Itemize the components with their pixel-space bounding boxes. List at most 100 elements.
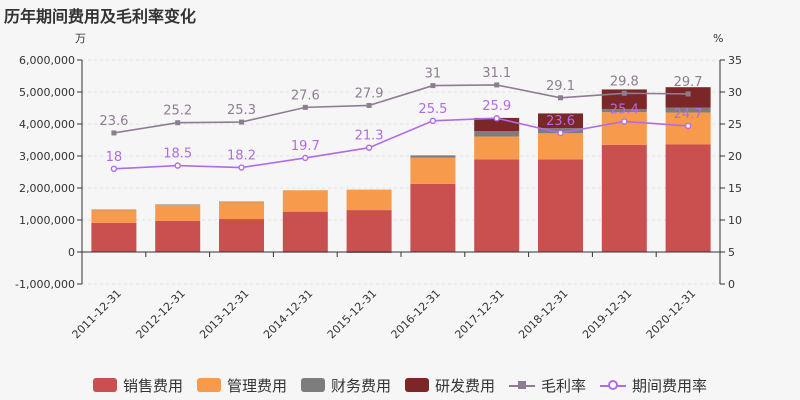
data-label-0: 31 [425,67,442,82]
data-label-0: 27.6 [291,88,320,103]
left-tick-label: 6,000,000 [19,54,75,67]
data-label-0: 27.9 [355,86,384,101]
data-label-0: 25.3 [227,103,256,118]
data-label-0: 29.7 [674,75,703,90]
legend-item-admin[interactable]: 管理费用 [196,375,287,396]
data-label-0: 31.1 [482,66,511,81]
data-label-1: 18.2 [227,149,256,164]
bar-2 [219,201,264,203]
point-1 [557,129,564,137]
x-tick-label: 2020-12-31 [644,287,698,341]
point-0 [366,102,372,108]
bar-0 [665,144,711,252]
bar-2 [91,209,137,211]
legend-swatch-finance [300,378,325,392]
point-0 [302,104,308,110]
data-label-1: 21.3 [355,129,384,144]
legend-label-finance: 财务费用 [330,376,391,395]
x-tick-label: 2018-12-31 [516,287,570,341]
left-axis-unit: 万 [75,32,86,45]
left-tick-label: 0 [68,246,75,259]
bar-0 [474,159,520,252]
bar-0 [538,159,583,252]
x-tick-label: 2017-12-31 [452,287,506,341]
legend-label-sales: 销售费用 [122,376,183,395]
right-tick-label: 30 [728,86,742,99]
bar-1 [601,112,647,145]
bar-2 [665,107,711,113]
bar-0 [601,144,647,252]
bar-0 [282,211,328,252]
left-tick-label: 3,000,000 [19,150,75,163]
bar-2 [601,108,647,113]
point-1 [110,165,118,173]
legend-item-sales[interactable]: 销售费用 [92,375,183,396]
bar-2 [410,155,456,158]
point-0 [558,95,563,101]
data-label-1: 18.5 [163,147,192,162]
point-0 [685,91,691,97]
legend-label-expense-ratio: 期间费用率 [632,376,708,395]
chart-title: 历年期间费用及毛利率变化 [4,7,197,26]
x-tick-label: 2014-12-31 [261,287,315,341]
bar-1 [219,201,264,220]
x-tick-label: 2012-12-31 [133,287,187,341]
right-tick-label: 25 [728,118,742,131]
x-tick-label: 2011-12-31 [70,287,124,341]
bar-0 [346,210,392,252]
legend-label-rd: 研发费用 [435,376,496,395]
legend-item-expense-ratio[interactable]: 期间费用率 [600,375,707,396]
legend-item-rd[interactable]: 研发费用 [405,375,495,396]
bar-3 [538,113,583,129]
bar-1 [282,190,328,212]
bar-1 [410,157,456,184]
data-label-0: 23.6 [99,114,128,129]
bar-1 [346,189,392,211]
right-axis-unit: % [713,32,723,45]
bar-1 [155,204,201,221]
left-tick-label: 2,000,000 [19,182,75,195]
legend-label-admin: 管理费用 [226,376,287,395]
left-tick-label: 1,000,000 [19,214,75,227]
data-label-0: 25.2 [163,104,192,119]
data-label-1: 18 [106,150,123,165]
bar-1 [91,209,137,223]
legend: 销售费用 管理费用 财务费用 研发费用 毛利率 期间费用率 [0,372,800,398]
point-1 [684,122,692,130]
data-label-0: 29.8 [610,74,639,89]
line-0 [113,84,689,134]
right-tick-label: 5 [728,246,735,259]
bar-0 [91,222,137,252]
right-tick-label: 10 [728,214,742,227]
bar-1 [538,133,583,160]
data-label-1: 25.4 [610,102,639,117]
legend-item-gross-margin[interactable]: 毛利率 [509,375,586,396]
data-label-1: 19.7 [291,139,320,154]
legend-swatch-rd [405,378,429,392]
legend-swatch-sales [92,378,117,392]
legend-marker-gross-margin [509,378,536,392]
right-tick-label: 15 [728,182,742,195]
line-1 [113,117,689,170]
left-tick-label: 4,000,000 [19,118,75,131]
chart-svg: -1,000,000 0 1,000,000 2,000,000 3,000,000 4,… [15,32,742,341]
point-1 [365,144,373,151]
point-0 [494,82,500,88]
point-1 [493,115,500,122]
point-1 [621,118,628,125]
point-0 [621,90,627,96]
data-labels-group: 23.6 25.2 25.3 27.6 27.9 31 31.1 29.1 29.8 29.7 18… [99,66,702,165]
bar-2 [474,131,520,137]
data-label-1: 25.5 [418,102,447,117]
point-1 [238,164,245,171]
legend-swatch-admin [196,378,221,392]
bar-1 [474,136,520,160]
point-0 [175,120,181,126]
right-tick-label: 20 [728,150,742,163]
bar-3 [665,87,711,108]
legend-item-finance[interactable]: 财务费用 [300,375,391,396]
point-1 [302,154,309,162]
x-tick-label: 2019-12-31 [580,287,634,341]
bar-0 [155,220,201,252]
